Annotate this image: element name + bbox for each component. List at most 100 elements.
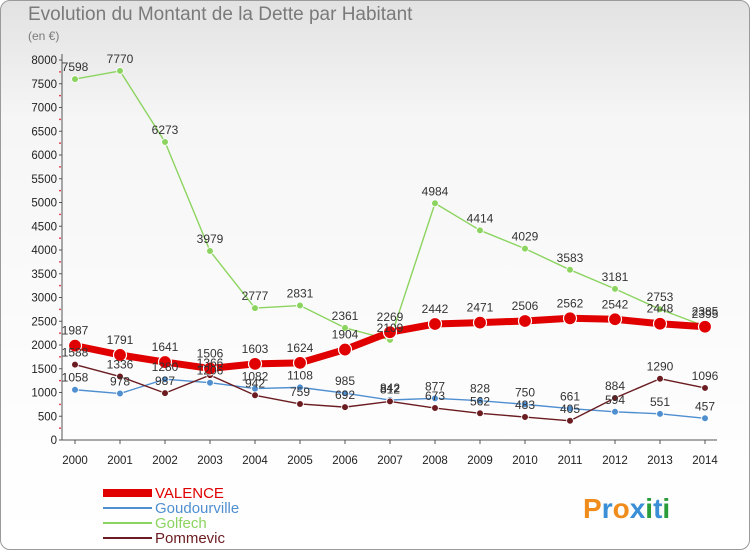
data-label: 7770 xyxy=(107,52,134,66)
x-tick-label: 2002 xyxy=(152,455,178,467)
data-point xyxy=(71,75,79,83)
data-label: 2562 xyxy=(557,296,584,310)
x-tick-label: 2011 xyxy=(558,455,583,467)
data-label: 877 xyxy=(425,379,445,393)
data-point xyxy=(697,319,713,334)
logo-letter: i xyxy=(662,493,670,524)
data-point xyxy=(296,400,304,408)
logo-letter: r xyxy=(602,493,613,524)
data-point xyxy=(656,305,664,314)
data-point xyxy=(161,375,169,384)
data-point xyxy=(517,313,533,329)
data-label: 2777 xyxy=(242,289,269,303)
y-tick-label: 2500 xyxy=(31,316,57,328)
x-tick-label: 2006 xyxy=(332,455,358,467)
data-point xyxy=(521,244,529,253)
data-point xyxy=(386,397,394,406)
data-point xyxy=(652,316,668,331)
data-point xyxy=(476,226,484,235)
data-label: 562 xyxy=(470,394,490,408)
data-label: 3181 xyxy=(602,270,629,284)
data-label: 692 xyxy=(335,388,355,402)
x-tick-label: 2004 xyxy=(242,455,268,467)
data-point xyxy=(251,304,259,312)
y-tick-label: 3500 xyxy=(31,269,57,281)
proxiti-logo: Proxiti xyxy=(583,493,670,524)
data-label: 978 xyxy=(110,375,130,389)
series-valence xyxy=(67,311,713,376)
data-label: 759 xyxy=(290,385,310,399)
x-tick-label: 2001 xyxy=(107,455,133,467)
data-point xyxy=(206,247,214,255)
y-minor-dot xyxy=(59,70,61,73)
data-point xyxy=(521,400,529,409)
x-tick-label: 2010 xyxy=(512,455,538,467)
data-point xyxy=(116,67,124,75)
y-minor-dot xyxy=(59,284,61,287)
y-minor-dot xyxy=(59,427,61,430)
data-label: 1506 xyxy=(197,346,224,360)
logo-letter: P xyxy=(583,493,602,524)
legend-label: Pommevic xyxy=(155,530,226,547)
data-point xyxy=(206,378,214,387)
y-tick-label: 500 xyxy=(38,411,57,423)
data-label: 1987 xyxy=(62,324,89,338)
data-point xyxy=(67,338,83,353)
data-point xyxy=(341,389,349,398)
data-label: 673 xyxy=(425,389,445,403)
y-tick-label: 5500 xyxy=(31,174,57,186)
data-point xyxy=(521,413,529,421)
data-label: 2471 xyxy=(467,301,494,315)
data-point xyxy=(112,347,128,363)
data-label: 551 xyxy=(650,395,670,409)
y-tick-label: 1000 xyxy=(31,388,57,400)
data-label: 1108 xyxy=(287,368,313,382)
data-label: 483 xyxy=(515,398,535,412)
y-tick-label: 1500 xyxy=(31,364,57,376)
y-minor-dot xyxy=(59,165,61,168)
x-tick-label: 2003 xyxy=(197,455,223,467)
data-point xyxy=(656,374,664,383)
data-label: 1206 xyxy=(197,364,224,378)
data-label: 2269 xyxy=(377,310,404,324)
y-minor-dot xyxy=(59,355,61,358)
data-point xyxy=(566,404,574,413)
y-tick-label: 5000 xyxy=(31,198,57,210)
y-minor-dot xyxy=(59,213,61,216)
y-tick-label: 2000 xyxy=(31,340,57,352)
data-label: 6273 xyxy=(152,123,179,137)
data-label: 812 xyxy=(380,382,400,396)
data-label: 1791 xyxy=(107,333,134,347)
data-label: 1366 xyxy=(197,356,224,370)
logo-letter: o xyxy=(613,493,630,524)
data-label: 2753 xyxy=(647,290,674,304)
logo-letter: i xyxy=(645,493,653,524)
y-minor-dot xyxy=(59,403,61,406)
x-tick-label: 2012 xyxy=(602,455,628,467)
data-label: 1624 xyxy=(287,341,314,355)
data-label: 4984 xyxy=(422,184,449,198)
x-tick-label: 2005 xyxy=(287,455,313,467)
logo-letter: x xyxy=(630,493,646,524)
data-point xyxy=(701,414,709,423)
data-point xyxy=(71,385,79,394)
data-point xyxy=(157,354,173,370)
data-point xyxy=(701,384,709,392)
y-tick-label: 7500 xyxy=(31,79,57,91)
y-tick-label: 4000 xyxy=(31,245,57,257)
data-point xyxy=(116,372,124,381)
y-unit-label: (en €) xyxy=(28,29,60,43)
data-label: 2831 xyxy=(287,287,314,301)
data-label: 1096 xyxy=(692,369,719,383)
data-label: 3583 xyxy=(557,251,584,265)
y-tick-label: 3000 xyxy=(31,293,57,305)
y-minor-dot xyxy=(59,332,61,335)
logo-letter: t xyxy=(653,493,662,524)
y-minor-dot xyxy=(59,260,61,263)
data-label: 7598 xyxy=(62,60,89,74)
data-point xyxy=(566,416,574,425)
chart-title: Evolution du Montant de la Dette par Hab… xyxy=(28,4,413,25)
data-point xyxy=(476,409,484,418)
